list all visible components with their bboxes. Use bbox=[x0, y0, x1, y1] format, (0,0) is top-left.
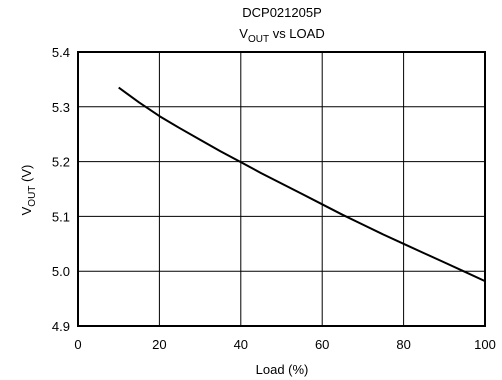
y-tick-label: 5.4 bbox=[52, 45, 70, 60]
y-axis-label-prefix: V bbox=[19, 206, 34, 215]
y-tick-label: 5.0 bbox=[52, 264, 70, 279]
x-tick-label: 60 bbox=[315, 337, 329, 352]
x-tick-label: 100 bbox=[474, 337, 496, 352]
y-tick-label: 5.2 bbox=[52, 155, 70, 170]
chart-subtitle-subscript: OUT bbox=[248, 34, 269, 45]
x-tick-label: 0 bbox=[74, 337, 81, 352]
tick-labels: 0 20 40 60 80 100 4.9 5.0 5.1 5.2 5.3 5.4 bbox=[52, 45, 496, 352]
y-tick-label: 5.3 bbox=[52, 100, 70, 115]
plot-frame bbox=[77, 51, 486, 327]
x-axis-label: Load (%) bbox=[256, 362, 309, 377]
vout-series-line bbox=[118, 86, 486, 283]
y-axis-label: VOUT (V) bbox=[19, 165, 38, 216]
x-tick-label: 40 bbox=[234, 337, 248, 352]
chart-subtitle: VOUT vs LOAD bbox=[239, 26, 324, 45]
y-axis-label-subscript: OUT bbox=[27, 186, 38, 207]
x-tick-label: 20 bbox=[152, 337, 166, 352]
chart-subtitle-suffix: vs LOAD bbox=[269, 26, 325, 41]
x-tick-label: 80 bbox=[396, 337, 410, 352]
chart-subtitle-prefix: V bbox=[239, 26, 248, 41]
series-group bbox=[118, 86, 486, 283]
grid-lines bbox=[78, 52, 485, 326]
y-tick-label: 4.9 bbox=[52, 319, 70, 334]
y-tick-label: 5.1 bbox=[52, 209, 70, 224]
y-axis-label-suffix: (V) bbox=[19, 165, 34, 186]
chart-title: DCP021205P bbox=[242, 5, 322, 20]
